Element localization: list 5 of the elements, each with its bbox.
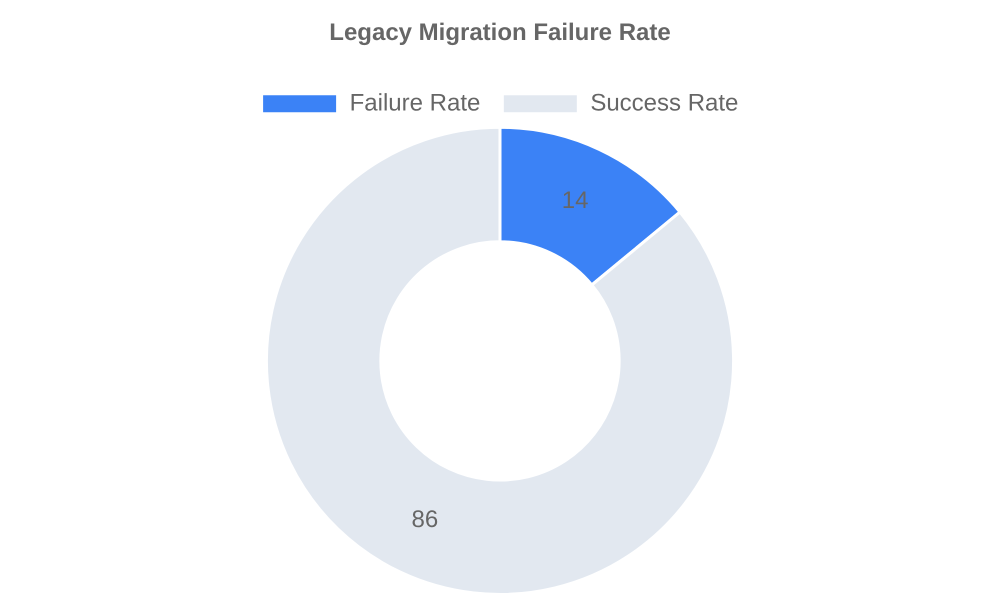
chart-title: Legacy Migration Failure Rate — [329, 19, 671, 46]
legend-label: Failure Rate — [350, 89, 480, 116]
data-label: 14 — [562, 186, 588, 214]
data-label: 86 — [412, 506, 438, 534]
legend-label: Success Rate — [590, 89, 738, 116]
